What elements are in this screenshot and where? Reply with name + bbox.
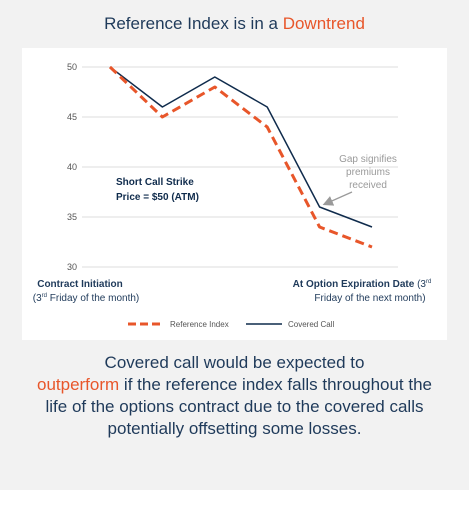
y-tick-label: 40 [67, 162, 77, 172]
gap-arrow [322, 191, 353, 206]
x-label-part: (3 [414, 279, 426, 290]
legend-label: Reference Index [170, 320, 229, 329]
y-tick-label: 35 [67, 212, 77, 222]
title: Reference Index is in a Downtrend [0, 14, 469, 34]
title-text: Reference Index is in a [104, 14, 278, 33]
legend-label: Covered Call [288, 320, 334, 329]
x-label-end: Friday of the next month) [314, 293, 425, 304]
title-highlight: Downtrend [282, 14, 365, 33]
series-line [109, 66, 373, 228]
x-label-start: (3rd Friday of the month) [33, 293, 140, 304]
body-after: if the reference index falls throughout … [45, 375, 433, 438]
x-label-sup: rd [42, 293, 47, 299]
x-label-end: At Option Expiration Date (3rd [293, 279, 432, 290]
strike-annotation: Short Call Strike [116, 177, 194, 188]
x-label-part: Friday of the month) [47, 293, 139, 304]
series-line [108, 65, 373, 249]
body-highlight: outperform [36, 375, 120, 394]
body-text: Covered call would be expected to outperf… [30, 352, 439, 440]
x-label-start: Contract Initiation [37, 279, 123, 290]
x-label-part: (3 [33, 293, 42, 304]
body-before: Covered call would be expected to [104, 353, 365, 372]
y-tick-label: 50 [67, 62, 77, 72]
x-label-sup: rd [426, 279, 431, 285]
y-tick-label: 45 [67, 112, 77, 122]
gap-annotation: premiums [346, 167, 390, 178]
y-tick-label: 30 [67, 262, 77, 272]
x-label-part: At Option Expiration Date [293, 279, 415, 290]
gap-annotation: received [349, 180, 387, 191]
plot: 30 35 40 45 50 Reference Index Covered Call [67, 62, 398, 329]
gap-annotation: Gap signifies [339, 154, 397, 165]
strike-annotation: Price = $50 (ATM) [116, 192, 199, 203]
chart-box [22, 48, 447, 340]
